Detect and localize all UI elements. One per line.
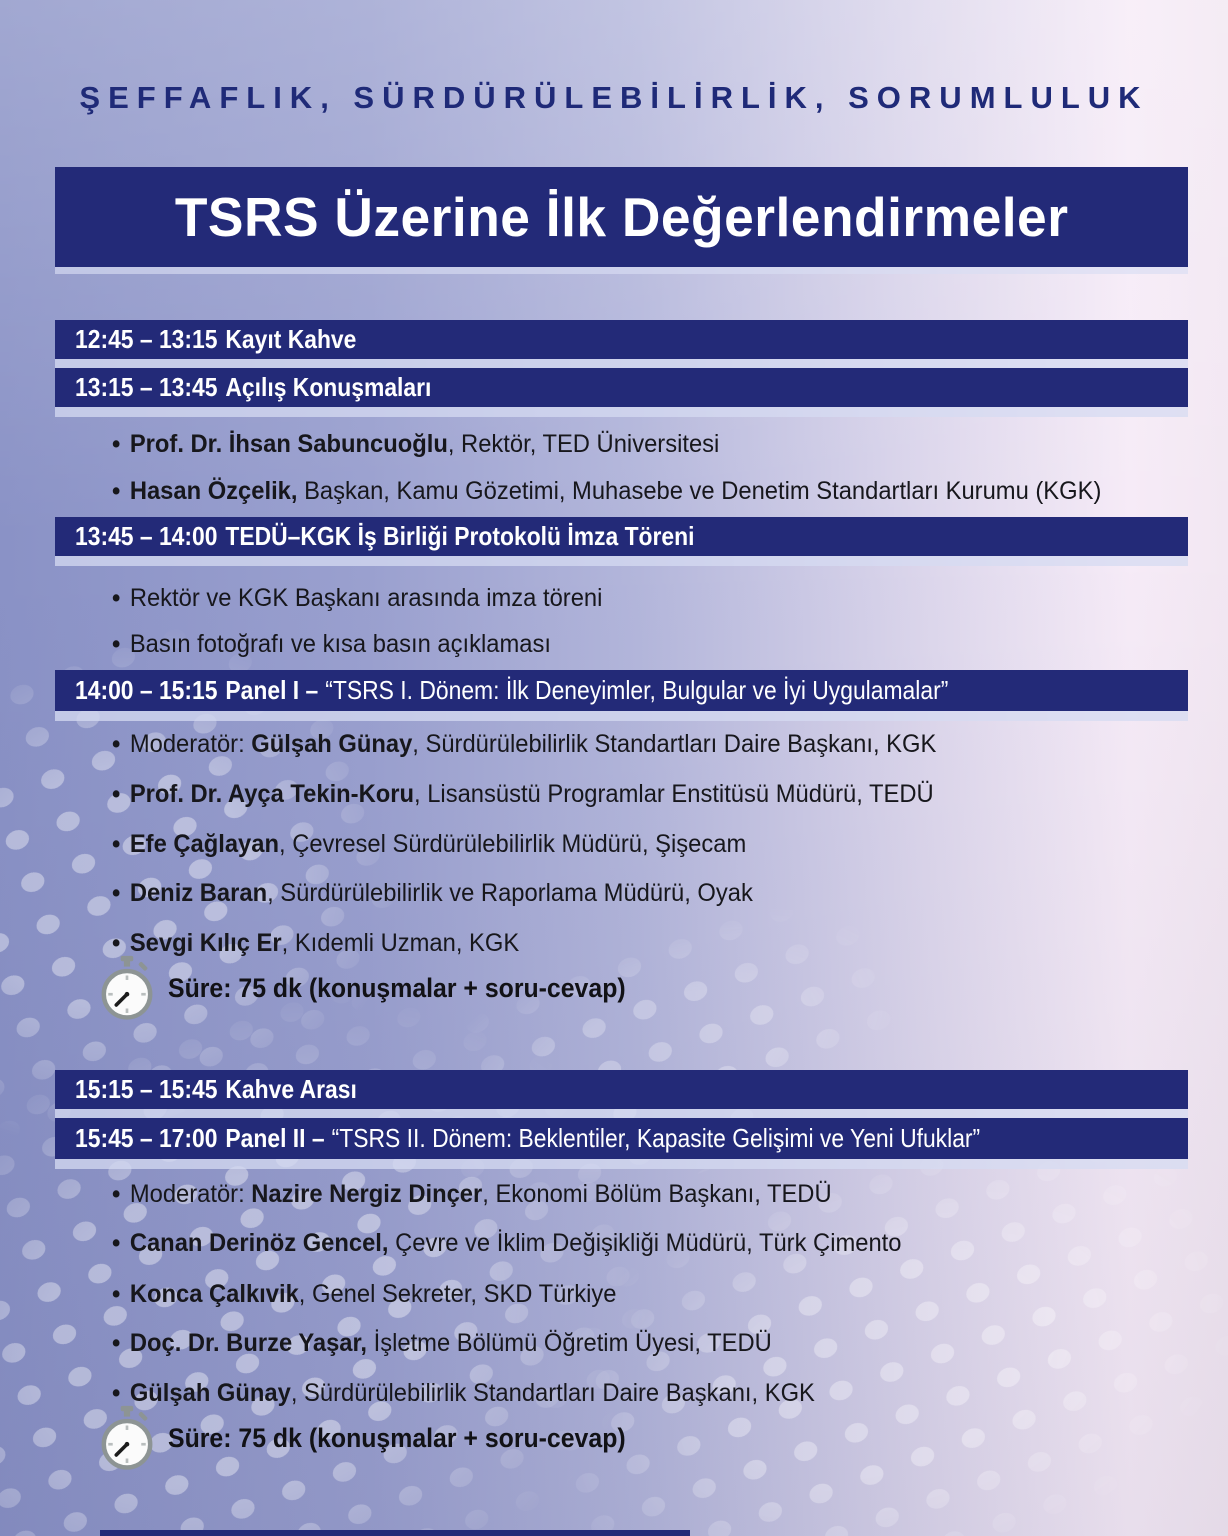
agenda-item: • Rektör ve KGK Başkanı arasında imza tör…: [112, 584, 603, 612]
agenda-bar-acilis: 13:15 – 13:45 Açılış Konuşmaları: [55, 368, 1188, 407]
duration-row-panel-2: Süre: 75 dk (konuşmalar + soru-cevap): [100, 1405, 665, 1471]
bullet-dot: •: [112, 430, 121, 458]
speaker-item: • Deniz Baran, Sürdürülebilirlik ve Rapor…: [112, 879, 753, 907]
bullet-dot: •: [112, 1229, 121, 1257]
agenda-bar-imza-toreni: 13:45 – 14:00 TEDÜ–KGK İş Birliği Protoko…: [55, 517, 1188, 556]
agenda-bar-text: 14:00 – 15:15 Panel I – “TSRS I. Dönem: İl…: [75, 675, 949, 705]
page-title: TSRS Üzerine İlk Değerlendirmeler: [174, 186, 1069, 248]
bullet-dot: •: [112, 477, 121, 505]
agenda-bar-text: 15:15 – 15:45 Kahve Arası: [75, 1074, 357, 1104]
agenda-bar-text: 13:45 – 14:00 TEDÜ–KGK İş Birliği Protoko…: [75, 521, 695, 551]
title-banner: TSRS Üzerine İlk Değerlendirmeler: [55, 167, 1188, 267]
agenda-bar-kayit-kahve: 12:45 – 13:15 Kayıt Kahve: [55, 320, 1188, 359]
tagline: ŞEFFAFLIK, SÜRDÜRÜLEBİLİRLİK, SORUMLULUK: [79, 80, 1149, 115]
speaker-item: • Gülşah Günay, Sürdürülebilirlik Standar…: [112, 1379, 815, 1407]
bullet-dot: •: [112, 1180, 121, 1208]
speaker-item: • Moderatör: Gülşah Günay, Sürdürülebilir…: [112, 730, 937, 758]
bullet-dot: •: [112, 830, 121, 858]
speaker-item: • Doç. Dr. Burze Yaşar, İşletme Bölümü Öğ…: [112, 1329, 772, 1357]
bullet-dot: •: [112, 630, 121, 658]
agenda-bar-kahve-arasi: 15:15 – 15:45 Kahve Arası: [55, 1070, 1188, 1109]
agenda-bar-text: 12:45 – 13:15 Kayıt Kahve: [75, 324, 357, 354]
duration-text: Süre: 75 dk (konuşmalar + soru-cevap): [168, 1422, 626, 1453]
bullet-dot: •: [112, 1280, 121, 1308]
duration-text: Süre: 75 dk (konuşmalar + soru-cevap): [168, 972, 626, 1003]
cropped-bottom-bar: [100, 1530, 690, 1536]
speaker-item: • Prof. Dr. Ayça Tekin-Koru, Lisansüstü P…: [112, 780, 934, 808]
bullet-dot: •: [112, 879, 121, 907]
speaker-item: • Hasan Özçelik, Başkan, Kamu Gözetimi, M…: [112, 477, 1102, 505]
speaker-item: • Prof. Dr. İhsan Sabuncuoğlu, Rektör, TE…: [112, 430, 720, 458]
stopwatch-icon: [101, 955, 153, 1020]
bullet-dot: •: [112, 929, 121, 957]
stopwatch-icon: [101, 1405, 153, 1470]
speaker-item: • Konca Çalkıvik, Genel Sekreter, SKD Tür…: [112, 1280, 617, 1308]
speaker-item: • Efe Çağlayan, Çevresel Sürdürülebilirli…: [112, 830, 747, 858]
agenda-item: • Basın fotoğrafı ve kısa basın açıklamas…: [112, 630, 551, 658]
bullet-dot: •: [112, 584, 121, 612]
duration-row-panel-1: Süre: 75 dk (konuşmalar + soru-cevap): [100, 955, 665, 1021]
agenda-bar-text: 13:15 – 13:45 Açılış Konuşmaları: [75, 372, 432, 402]
bullet-dot: •: [112, 780, 121, 808]
bullet-dot: •: [112, 1329, 121, 1357]
speaker-item: • Sevgi Kılıç Er, Kıdemli Uzman, KGK: [112, 929, 520, 957]
bullet-dot: •: [112, 1379, 121, 1407]
speaker-item: • Moderatör: Nazire Nergiz Dinçer, Ekonom…: [112, 1180, 832, 1208]
agenda-bar-text: 15:45 – 17:00 Panel II – “TSRS II. Dönem: …: [75, 1123, 981, 1153]
speaker-item: • Canan Derinöz Gencel, Çevre ve İklim De…: [112, 1229, 902, 1257]
agenda-bar-panel-2: 15:45 – 17:00 Panel II – “TSRS II. Dönem: …: [55, 1118, 1188, 1159]
bullet-dot: •: [112, 730, 121, 758]
agenda-bar-panel-1: 14:00 – 15:15 Panel I – “TSRS I. Dönem: İl…: [55, 670, 1188, 711]
